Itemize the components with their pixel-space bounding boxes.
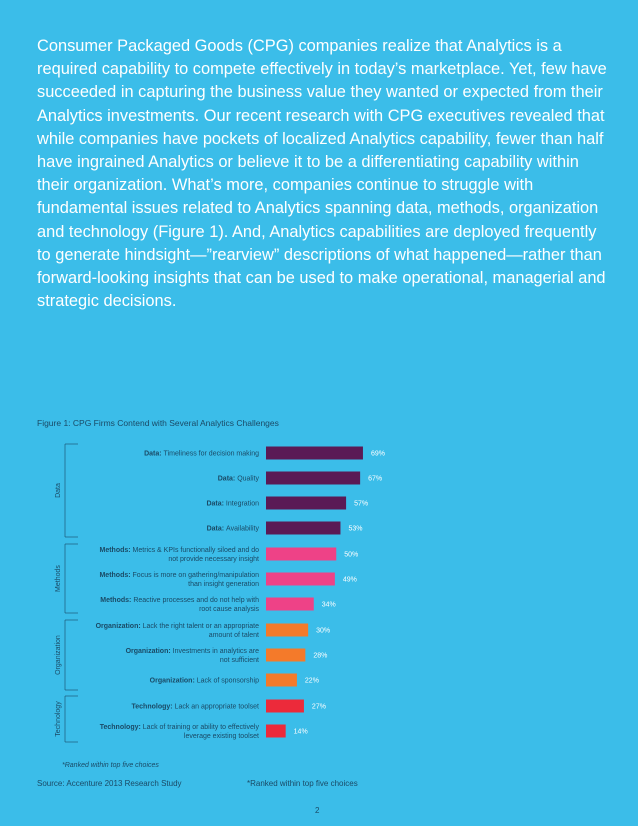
bar-data-3 xyxy=(266,521,341,535)
bar-value-label: 49% xyxy=(343,577,357,584)
bar-category-label: Methods: Reactive processes and do not h… xyxy=(100,597,259,604)
bar-value-label: 22% xyxy=(305,678,319,685)
group-label-organization: Organization xyxy=(55,635,62,675)
bar-value-label: 53% xyxy=(348,526,362,533)
bar-value-label: 34% xyxy=(322,602,336,609)
bar-technology-11 xyxy=(266,724,286,738)
bar-category-label: Data: Timeliness for decision making xyxy=(144,451,259,458)
bar-category-label: Methods: Metrics & KPIs functionally sil… xyxy=(99,547,259,554)
bar-organization-8 xyxy=(266,648,306,662)
bar-methods-4 xyxy=(266,547,337,561)
bar-value-label: 57% xyxy=(354,501,368,508)
bar-organization-9 xyxy=(266,673,297,687)
bar-category-label: Data: Integration xyxy=(206,501,259,508)
bar-organization-7 xyxy=(266,623,309,637)
bar-category-label: Data: Quality xyxy=(218,476,260,483)
bar-category-label: amount of talent xyxy=(209,632,259,639)
bar-value-label: 27% xyxy=(312,704,326,711)
bar-category-label: leverage existing toolset xyxy=(184,733,259,740)
bar-value-label: 50% xyxy=(344,552,358,559)
intro-paragraph: Consumer Packaged Goods (CPG) companies … xyxy=(37,37,607,311)
bar-category-label: Data: Availability xyxy=(207,526,260,533)
bar-value-label: 28% xyxy=(313,653,327,660)
bar-category-label: not sufficient xyxy=(220,657,259,664)
bar-value-label: 30% xyxy=(316,628,330,635)
bar-category-label: than insight generation xyxy=(188,581,259,588)
group-label-data: Data xyxy=(55,483,62,498)
bar-methods-5 xyxy=(266,572,335,586)
bar-methods-6 xyxy=(266,597,314,611)
bar-value-label: 69% xyxy=(371,451,385,458)
bar-value-label: 67% xyxy=(368,476,382,483)
bar-category-label: Organization: Investments in analytics a… xyxy=(126,648,260,655)
bar-data-0 xyxy=(266,446,363,460)
figure-title: Figure 1: CPG Firms Contend with Several… xyxy=(37,418,279,428)
bar-category-label: Technology: Lack an appropriate toolset xyxy=(132,704,260,711)
bar-value-label: 14% xyxy=(294,729,308,736)
page-number: 2 xyxy=(315,806,320,815)
bar-category-label: Organization: Lack of sponsorship xyxy=(150,678,259,685)
bar-category-label: Methods: Focus is more on gathering/mani… xyxy=(99,572,259,579)
bar-category-label: not provide necessary insight xyxy=(168,556,259,563)
chart-note: *Ranked within top five choices xyxy=(62,762,159,769)
bar-category-label: root cause analysis xyxy=(199,606,259,613)
source-note: Source: Accenture 2013 Research Study xyxy=(37,779,182,788)
group-label-methods: Methods xyxy=(55,565,62,592)
bar-technology-10 xyxy=(266,699,304,713)
bar-data-1 xyxy=(266,471,361,485)
bar-data-2 xyxy=(266,496,347,510)
footnote: *Ranked within top five choices xyxy=(247,779,358,788)
bar-category-label: Technology: Lack of training or ability … xyxy=(100,724,260,731)
group-label-technology: Technology xyxy=(55,701,62,737)
bar-category-label: Organization: Lack the right talent or a… xyxy=(96,623,260,630)
